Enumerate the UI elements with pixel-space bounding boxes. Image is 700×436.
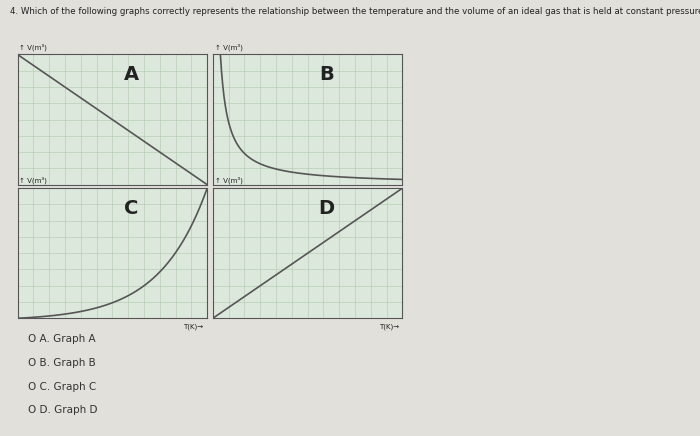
Text: ↑ V(m³): ↑ V(m³) bbox=[20, 177, 48, 184]
Text: O A. Graph A: O A. Graph A bbox=[28, 334, 96, 344]
Text: O D. Graph D: O D. Graph D bbox=[28, 405, 97, 416]
Text: C: C bbox=[124, 198, 139, 218]
Text: 4. Which of the following graphs correctly represents the relationship between t: 4. Which of the following graphs correct… bbox=[10, 7, 700, 16]
Text: ↑ V(m³): ↑ V(m³) bbox=[20, 43, 48, 51]
Text: A: A bbox=[124, 65, 139, 84]
Text: O C. Graph C: O C. Graph C bbox=[28, 382, 97, 392]
Text: T(K)→: T(K)→ bbox=[183, 190, 204, 196]
Text: B: B bbox=[319, 65, 334, 84]
Text: D: D bbox=[318, 198, 335, 218]
Text: T(K)→: T(K)→ bbox=[379, 324, 399, 330]
Text: ↑ V(m³): ↑ V(m³) bbox=[215, 43, 243, 51]
Text: O B. Graph B: O B. Graph B bbox=[28, 358, 96, 368]
Text: T(K)→: T(K)→ bbox=[183, 324, 204, 330]
Text: T(K)→: T(K)→ bbox=[379, 190, 399, 196]
Text: ↑ V(m³): ↑ V(m³) bbox=[215, 177, 243, 184]
